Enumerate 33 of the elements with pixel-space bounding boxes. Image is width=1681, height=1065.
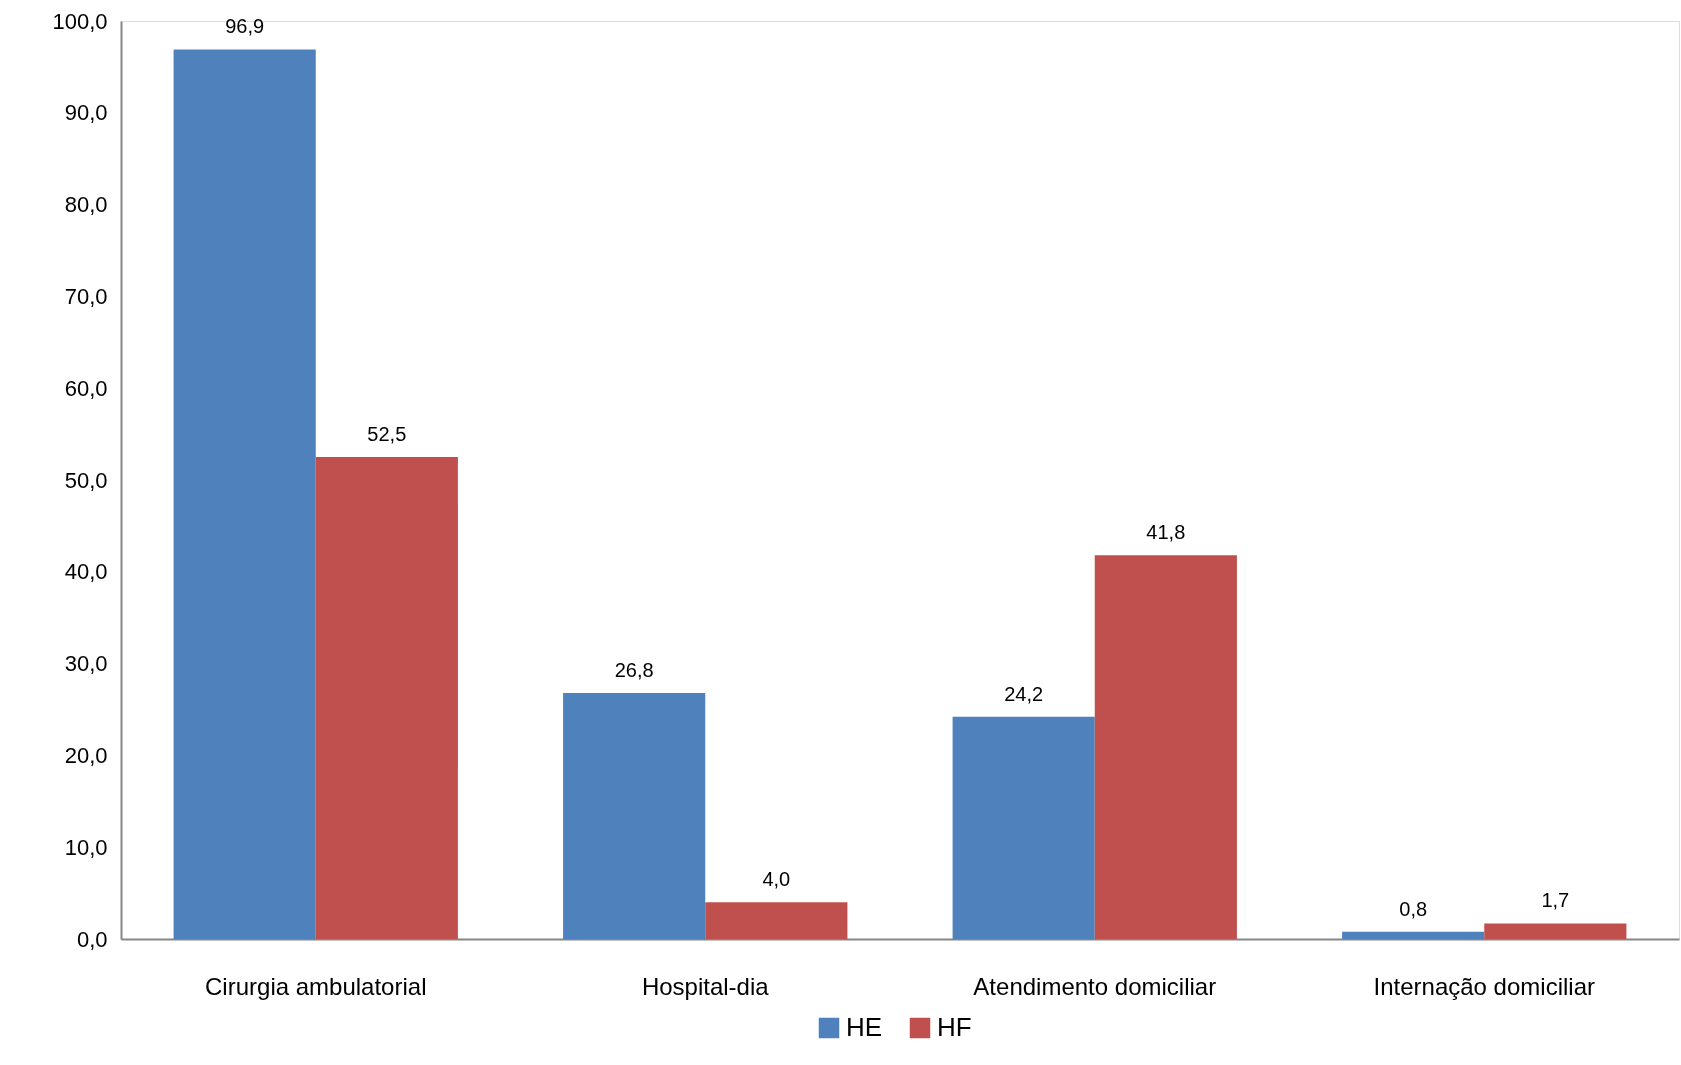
y-tick-label: 10,0 xyxy=(64,834,108,860)
legend-label: HF xyxy=(937,1012,972,1042)
y-tick-label: 60,0 xyxy=(64,375,108,401)
y-tick-label: 50,0 xyxy=(64,467,108,493)
bar xyxy=(315,457,458,939)
data-label: 26,8 xyxy=(614,658,654,681)
bar xyxy=(705,902,848,939)
x-tick-label: Internação domiciliar xyxy=(1373,972,1595,1000)
y-tick-label: 30,0 xyxy=(64,651,108,677)
bar xyxy=(1342,931,1485,939)
data-label: 0,8 xyxy=(1399,897,1428,920)
data-label: 24,2 xyxy=(1004,682,1044,705)
bar xyxy=(1484,923,1627,939)
x-tick-label: Hospital-dia xyxy=(641,972,770,1000)
x-tick-label: Cirurgia ambulatorial xyxy=(205,972,427,1000)
bar xyxy=(952,716,1095,939)
y-tick-label: 40,0 xyxy=(64,559,108,585)
data-label: 1,7 xyxy=(1541,889,1570,912)
bar xyxy=(563,692,706,939)
data-label: 41,8 xyxy=(1146,521,1186,544)
bar xyxy=(1094,555,1237,939)
bar xyxy=(173,49,316,939)
data-label: 4,0 xyxy=(762,868,791,891)
y-tick-label: 100,0 xyxy=(52,8,108,34)
legend-label: HE xyxy=(846,1012,883,1042)
y-tick-label: 80,0 xyxy=(64,192,108,218)
y-tick-label: 90,0 xyxy=(64,100,108,126)
data-label: 96,9 xyxy=(225,15,265,38)
data-label: 52,5 xyxy=(367,423,407,446)
y-tick-label: 70,0 xyxy=(64,283,108,309)
x-tick-label: Atendimento domiciliar xyxy=(973,972,1217,1000)
y-tick-label: 20,0 xyxy=(64,742,108,768)
y-tick-label: 0,0 xyxy=(76,926,108,952)
